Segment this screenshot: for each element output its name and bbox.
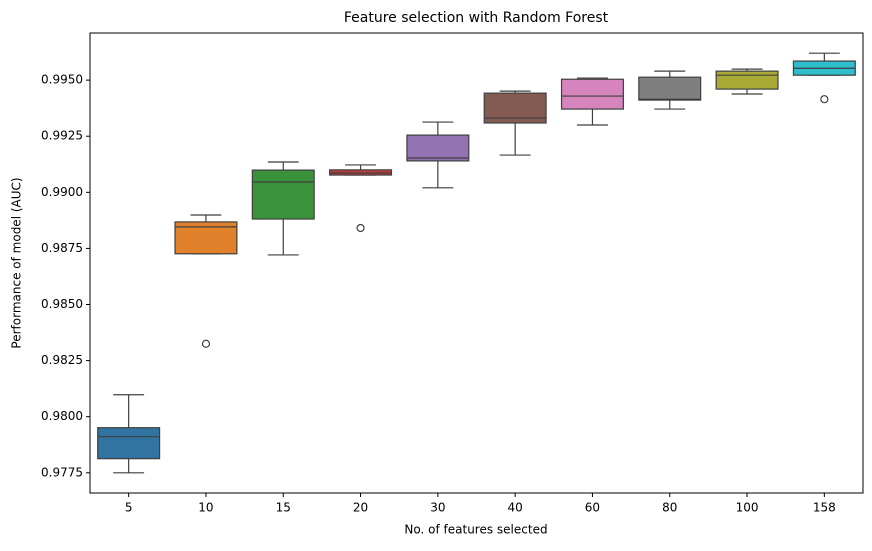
x-tick-label: 5 xyxy=(125,501,133,515)
x-tick-label: 30 xyxy=(430,501,445,515)
box xyxy=(638,76,702,101)
x-tick-label: 80 xyxy=(662,501,677,515)
box xyxy=(251,169,315,220)
box xyxy=(406,134,470,162)
x-tick-label: 100 xyxy=(736,501,759,515)
box xyxy=(715,70,779,90)
y-tick-label: 0.9925 xyxy=(41,129,83,143)
x-tick-label: 158 xyxy=(813,501,836,515)
plot-frame xyxy=(89,32,864,494)
y-tick-label: 0.9950 xyxy=(41,73,83,87)
x-axis-label: No. of features selected xyxy=(404,523,547,537)
y-tick-label: 0.9900 xyxy=(41,185,83,199)
box xyxy=(97,427,161,460)
x-tick-label: 20 xyxy=(353,501,368,515)
box xyxy=(560,78,624,110)
y-tick-label: 0.9875 xyxy=(41,241,83,255)
x-tick-label: 15 xyxy=(276,501,291,515)
y-axis-label: Performance of model (AUC) xyxy=(10,177,24,348)
y-tick-label: 0.9825 xyxy=(41,353,83,367)
y-tick-label: 0.9775 xyxy=(41,465,83,479)
chart-title: Feature selection with Random Forest xyxy=(344,10,609,26)
y-tick-label: 0.9800 xyxy=(41,409,83,423)
outlier xyxy=(820,95,829,104)
x-tick-label: 60 xyxy=(585,501,600,515)
outlier xyxy=(201,339,211,348)
x-tick-label: 10 xyxy=(198,501,213,515)
x-tick-label: 40 xyxy=(508,501,523,515)
outlier xyxy=(356,223,365,233)
y-tick-label: 0.9850 xyxy=(41,297,83,311)
